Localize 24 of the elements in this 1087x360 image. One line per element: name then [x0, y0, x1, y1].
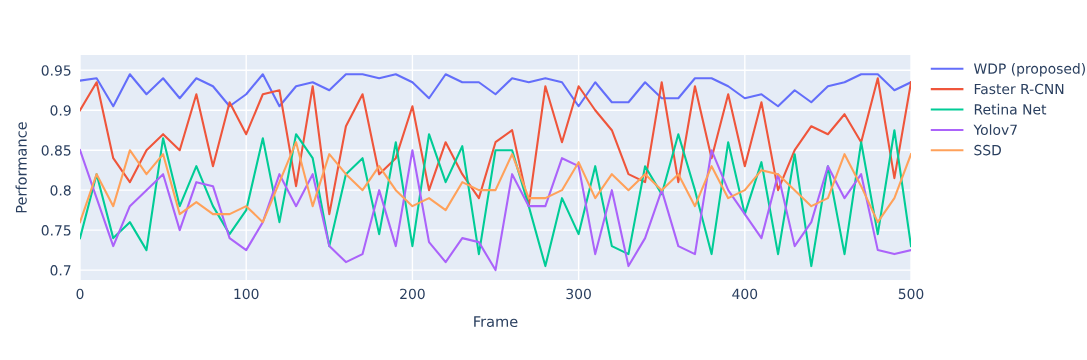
line-series [80, 73, 912, 108]
line-series [80, 141, 912, 224]
x-tick-label: 300 [566, 288, 591, 300]
x-axis-title: Frame [474, 316, 518, 328]
x-tick-label: 100 [234, 288, 259, 300]
line-series [80, 77, 912, 216]
x-tick-label: 400 [732, 288, 758, 300]
legend-label: Retina Net [974, 103, 1047, 115]
legend-label: SSD [974, 144, 1001, 156]
y-tick-label: 0.7 [50, 265, 71, 276]
y-tick-label: 0.85 [41, 145, 71, 156]
legend-label: WDP (proposed) [973, 63, 1085, 77]
legend-label: Yolov7 [973, 124, 1017, 135]
line-series [80, 149, 912, 272]
y-tick-label: 0.8 [50, 185, 71, 196]
y-tick-label: 0.95 [41, 65, 71, 76]
y-tick-label: 0.9 [50, 105, 71, 116]
x-tick-label: 200 [400, 288, 425, 300]
legend-label: Faster R-CNN [974, 83, 1064, 95]
x-tick-label: 0 [76, 288, 84, 300]
x-tick-label: 500 [898, 288, 924, 300]
line-series [80, 129, 912, 268]
y-axis-title: Performance [15, 122, 27, 213]
y-tick-label: 0.75 [41, 225, 71, 236]
